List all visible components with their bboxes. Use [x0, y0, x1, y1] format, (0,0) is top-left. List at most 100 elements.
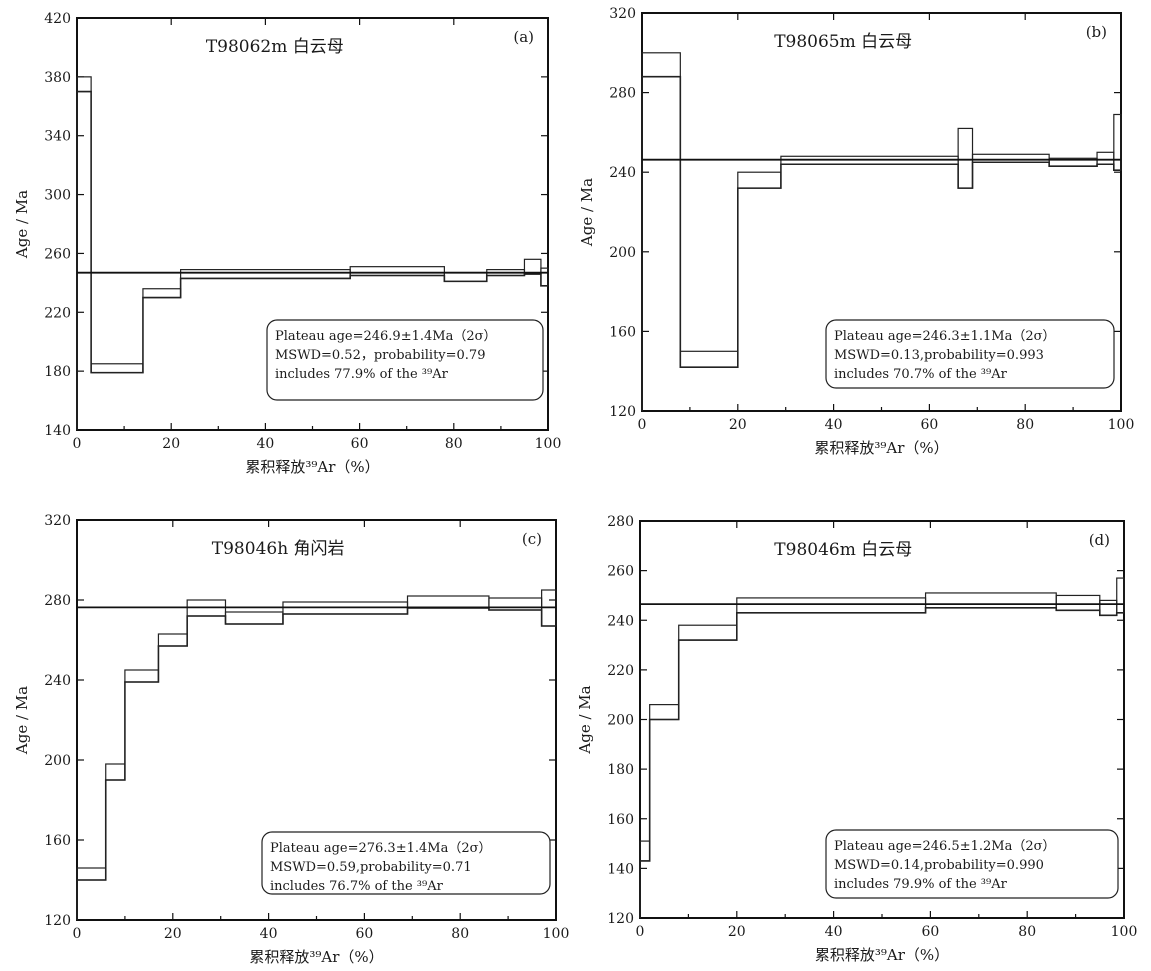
y-axis-label: Age / Ma	[13, 190, 31, 259]
y-tick-label: 140	[607, 861, 634, 877]
y-tick-label: 220	[44, 305, 71, 321]
age-step	[124, 669, 160, 683]
age-step	[76, 867, 107, 881]
y-tick-label: 320	[44, 513, 71, 529]
y-tick-label: 160	[44, 833, 71, 849]
x-tick-label: 40	[825, 417, 843, 433]
age-step	[90, 363, 144, 374]
plateau-stats-line: includes 77.9% of the ³⁹Ar	[275, 367, 449, 382]
x-tick-label: 40	[825, 924, 843, 940]
x-axis-label: 累积释放³⁹Ar（%）	[815, 946, 949, 964]
y-tick-label: 180	[607, 762, 634, 778]
chart-title: T98065m 白云母	[774, 32, 912, 52]
y-tick-label: 280	[44, 593, 71, 609]
y-tick-label: 200	[44, 753, 71, 769]
x-tick-label: 40	[260, 926, 278, 942]
y-tick-label: 260	[607, 564, 634, 580]
panel-letter: (d)	[1089, 531, 1110, 549]
x-tick-label: 0	[73, 926, 82, 942]
x-tick-label: 100	[535, 436, 562, 452]
y-tick-label: 280	[607, 514, 634, 530]
y-tick-label: 240	[607, 613, 634, 629]
plateau-stats-line: includes 76.7% of the ³⁹Ar	[270, 879, 444, 894]
x-tick-label: 100	[543, 926, 570, 942]
x-axis-label: 累积释放³⁹Ar（%）	[245, 458, 379, 476]
panel-d: 0 20 40 60 80 100 120 140 160 180 200 220 240 260 280 累…	[576, 514, 1137, 964]
age-step	[443, 271, 488, 282]
x-tick-label: 20	[164, 926, 182, 942]
plateau-stats-line: MSWD=0.59,probability=0.71	[270, 860, 472, 875]
plateau-stats-box	[266, 319, 544, 401]
spectrum-line	[76, 607, 556, 920]
plateau-stats-line: includes 79.9% of the ³⁹Ar	[834, 877, 1008, 892]
y-tick-label: 320	[609, 6, 636, 22]
age-step	[142, 288, 182, 299]
x-tick-label: 100	[1108, 417, 1135, 433]
chart-title: T98046m 白云母	[774, 540, 912, 560]
chart-title: T98062m 白云母	[206, 37, 344, 57]
x-tick-label: 60	[921, 924, 939, 940]
x-tick-label: 80	[1016, 417, 1034, 433]
plateau-stats-box	[261, 831, 551, 895]
age-step	[180, 269, 351, 280]
y-axis-label: Age / Ma	[13, 686, 31, 755]
panel-a: 0 20 40 60 80 100 140 180 220 260 300 340 380 420 累积释放…	[13, 11, 561, 476]
x-tick-label: 0	[638, 417, 647, 433]
plateau-stats-line: Plateau age=246.3±1.1Ma（2σ）	[834, 329, 1055, 344]
y-tick-label: 420	[44, 11, 71, 27]
age-step	[957, 127, 974, 189]
y-tick-label: 200	[609, 245, 636, 261]
age-step	[641, 52, 681, 78]
panel-b: 0 20 40 60 80 100 120 160 200 240 280 320 累积释放³⁹Ar（%…	[578, 6, 1134, 457]
age-step	[924, 592, 1057, 609]
y-tick-label: 260	[44, 246, 71, 262]
plateau-stats-box	[825, 319, 1115, 389]
spectrum-line	[641, 75, 1121, 411]
age-step	[76, 76, 92, 93]
y-tick-label: 120	[607, 911, 634, 927]
age-step	[157, 633, 188, 647]
y-tick-label: 140	[44, 423, 71, 439]
spectrum-line	[76, 90, 548, 430]
age-step	[678, 624, 738, 641]
plateau-stats-line: MSWD=0.52，probability=0.79	[275, 348, 485, 363]
plateau-stats-line: MSWD=0.14,probability=0.990	[834, 858, 1044, 873]
x-tick-label: 100	[1111, 924, 1138, 940]
y-tick-label: 160	[607, 812, 634, 828]
x-tick-label: 60	[355, 926, 373, 942]
y-tick-label: 300	[44, 188, 71, 204]
chart-title: T98046h 角闪岩	[212, 539, 345, 559]
y-axis-label: Age / Ma	[578, 178, 596, 247]
age-step	[105, 763, 126, 781]
age-step	[224, 611, 284, 625]
y-tick-label: 280	[609, 86, 636, 102]
x-tick-label: 80	[451, 926, 469, 942]
panel-letter: (b)	[1086, 23, 1107, 41]
x-axis-label: 累积释放³⁹Ar（%）	[249, 948, 383, 966]
x-tick-label: 60	[920, 417, 938, 433]
x-axis-label: 累积释放³⁹Ar（%）	[814, 439, 948, 457]
age-step	[1055, 594, 1101, 611]
age-step	[406, 595, 490, 609]
plateau-stats-line: MSWD=0.13,probability=0.993	[834, 348, 1044, 363]
age-step	[736, 597, 927, 614]
x-tick-label: 20	[162, 436, 180, 452]
age-step	[649, 704, 680, 721]
x-tick-label: 60	[351, 436, 369, 452]
y-tick-label: 120	[44, 913, 71, 929]
panel-letter: (c)	[522, 530, 542, 548]
age-step	[349, 266, 445, 277]
plateau-stats-line: Plateau age=246.5±1.2Ma（2σ）	[834, 839, 1055, 854]
y-tick-label: 180	[44, 364, 71, 380]
y-axis-label: Age / Ma	[576, 685, 594, 754]
age-step	[1096, 151, 1115, 165]
plateau-stats-line: Plateau age=246.9±1.4Ma（2σ）	[275, 329, 496, 344]
x-tick-label: 0	[73, 436, 82, 452]
age-step	[737, 171, 782, 189]
y-tick-label: 220	[607, 663, 634, 679]
age-step	[679, 350, 739, 368]
y-tick-label: 240	[609, 165, 636, 181]
plateau-stats-box	[825, 829, 1119, 899]
x-tick-label: 80	[1018, 924, 1036, 940]
